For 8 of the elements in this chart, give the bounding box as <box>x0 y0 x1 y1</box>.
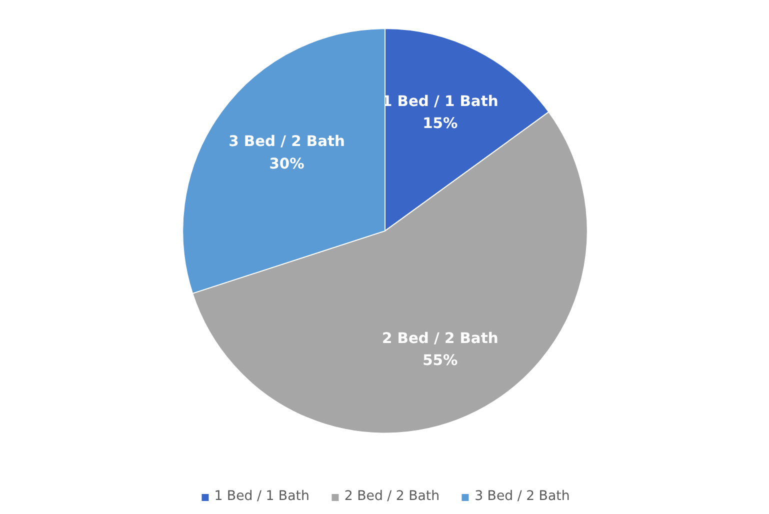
legend-label: 3 Bed / 2 Bath <box>474 489 570 504</box>
legend-label: 1 Bed / 1 Bath <box>214 489 310 504</box>
legend-label: 2 Bed / 2 Bath <box>344 489 440 504</box>
data-label: 15% <box>422 115 458 132</box>
slice-label: 3 Bed / 2 Bath <box>228 133 345 150</box>
data-label: 30% <box>269 155 305 172</box>
slice-label: 2 Bed / 2 Bath <box>382 330 498 347</box>
data-label: 55% <box>422 352 458 369</box>
